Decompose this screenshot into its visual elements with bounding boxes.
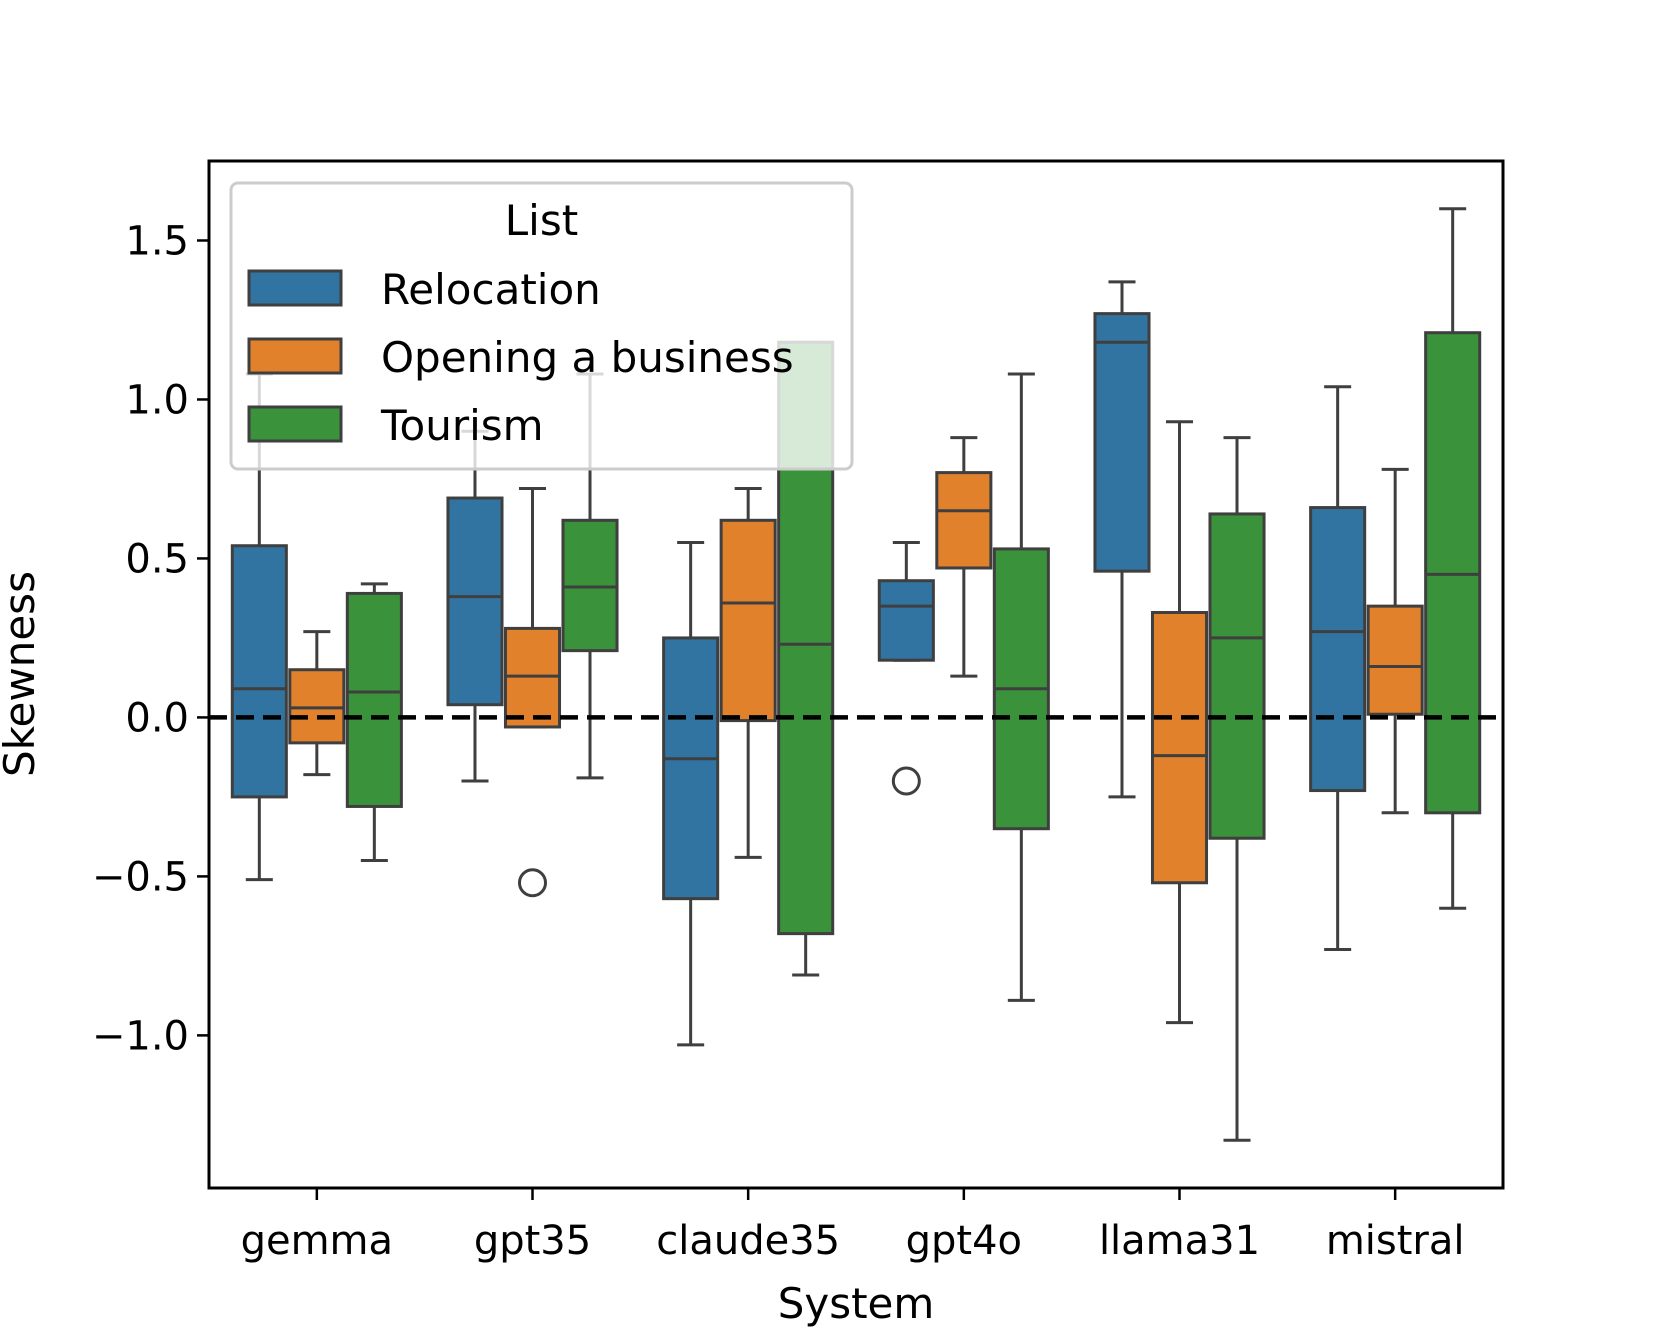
box-opening-a-business-mistral	[1366, 467, 1424, 815]
x-tick-label: gpt35	[474, 1218, 591, 1264]
y-tick-label: 1.0	[125, 377, 189, 423]
box-relocation-mistral	[1309, 385, 1367, 952]
legend-title: List	[505, 196, 578, 245]
box-body	[561, 518, 619, 653]
box-tourism-gpt35	[561, 372, 619, 780]
y-tick-label: −1.0	[92, 1013, 189, 1059]
box-body	[288, 668, 346, 745]
legend-label-opening-a-business: Opening a business	[381, 333, 794, 382]
x-tick-label: gpt4o	[906, 1218, 1022, 1264]
box-relocation-gpt4o	[877, 541, 935, 796]
x-tick-label: mistral	[1326, 1218, 1465, 1264]
box-body	[719, 518, 777, 723]
y-tick-label: 1.5	[125, 218, 189, 264]
box-opening-a-business-gpt4o	[935, 436, 993, 678]
y-tick-label: 0.5	[125, 536, 189, 582]
y-tick-label: −0.5	[92, 854, 189, 900]
box-body	[446, 496, 504, 707]
box-body	[935, 471, 993, 570]
box-body	[877, 579, 935, 662]
plot-frame	[207, 159, 1505, 1190]
box-body	[1150, 610, 1209, 885]
box-relocation-claude35	[662, 541, 720, 1047]
box-body	[1366, 604, 1424, 716]
box-body	[503, 626, 562, 729]
box-body	[1208, 512, 1266, 840]
legend-swatch-tourism	[247, 405, 343, 443]
y-axis: −1.0 −0.5 0.0 0.5 1.0 1.5	[92, 218, 209, 1059]
box-tourism-gemma	[345, 582, 403, 863]
box-tourism-llama31	[1208, 436, 1266, 1142]
legend-box	[229, 181, 854, 471]
y-axis-label: Skewness	[0, 571, 44, 777]
box-relocation-llama31	[1093, 280, 1151, 799]
legend: List Relocation Opening a business Tourism	[229, 181, 854, 471]
box-opening-a-business-llama31	[1150, 420, 1209, 1025]
box-body	[1424, 331, 1482, 815]
outlier-point	[891, 766, 921, 796]
x-tick-label: gemma	[241, 1218, 393, 1264]
box-opening-a-business-claude35	[719, 486, 777, 859]
box-body	[1309, 506, 1367, 793]
box-tourism-gpt4o	[992, 372, 1050, 1002]
outlier-point	[518, 868, 547, 898]
box-body	[662, 636, 720, 901]
legend-label-tourism: Tourism	[380, 401, 544, 450]
y-tick-label: 0.0	[125, 695, 189, 741]
box-tourism-mistral	[1424, 207, 1482, 910]
box-body	[1093, 312, 1151, 573]
x-axis: gemma gpt35 claude35 gpt4o llama31 mistral	[241, 1188, 1465, 1264]
box-opening-a-business-gpt35	[503, 486, 562, 898]
box-opening-a-business-gemma	[288, 630, 346, 777]
legend-label-relocation: Relocation	[381, 265, 601, 314]
box-body	[345, 591, 403, 808]
box-body	[230, 544, 288, 799]
x-tick-label: llama31	[1099, 1218, 1260, 1264]
legend-swatch-relocation	[247, 269, 343, 307]
x-tick-label: claude35	[656, 1218, 840, 1264]
legend-swatch-opening-a-business	[247, 337, 343, 375]
x-axis-label: System	[778, 1279, 935, 1328]
